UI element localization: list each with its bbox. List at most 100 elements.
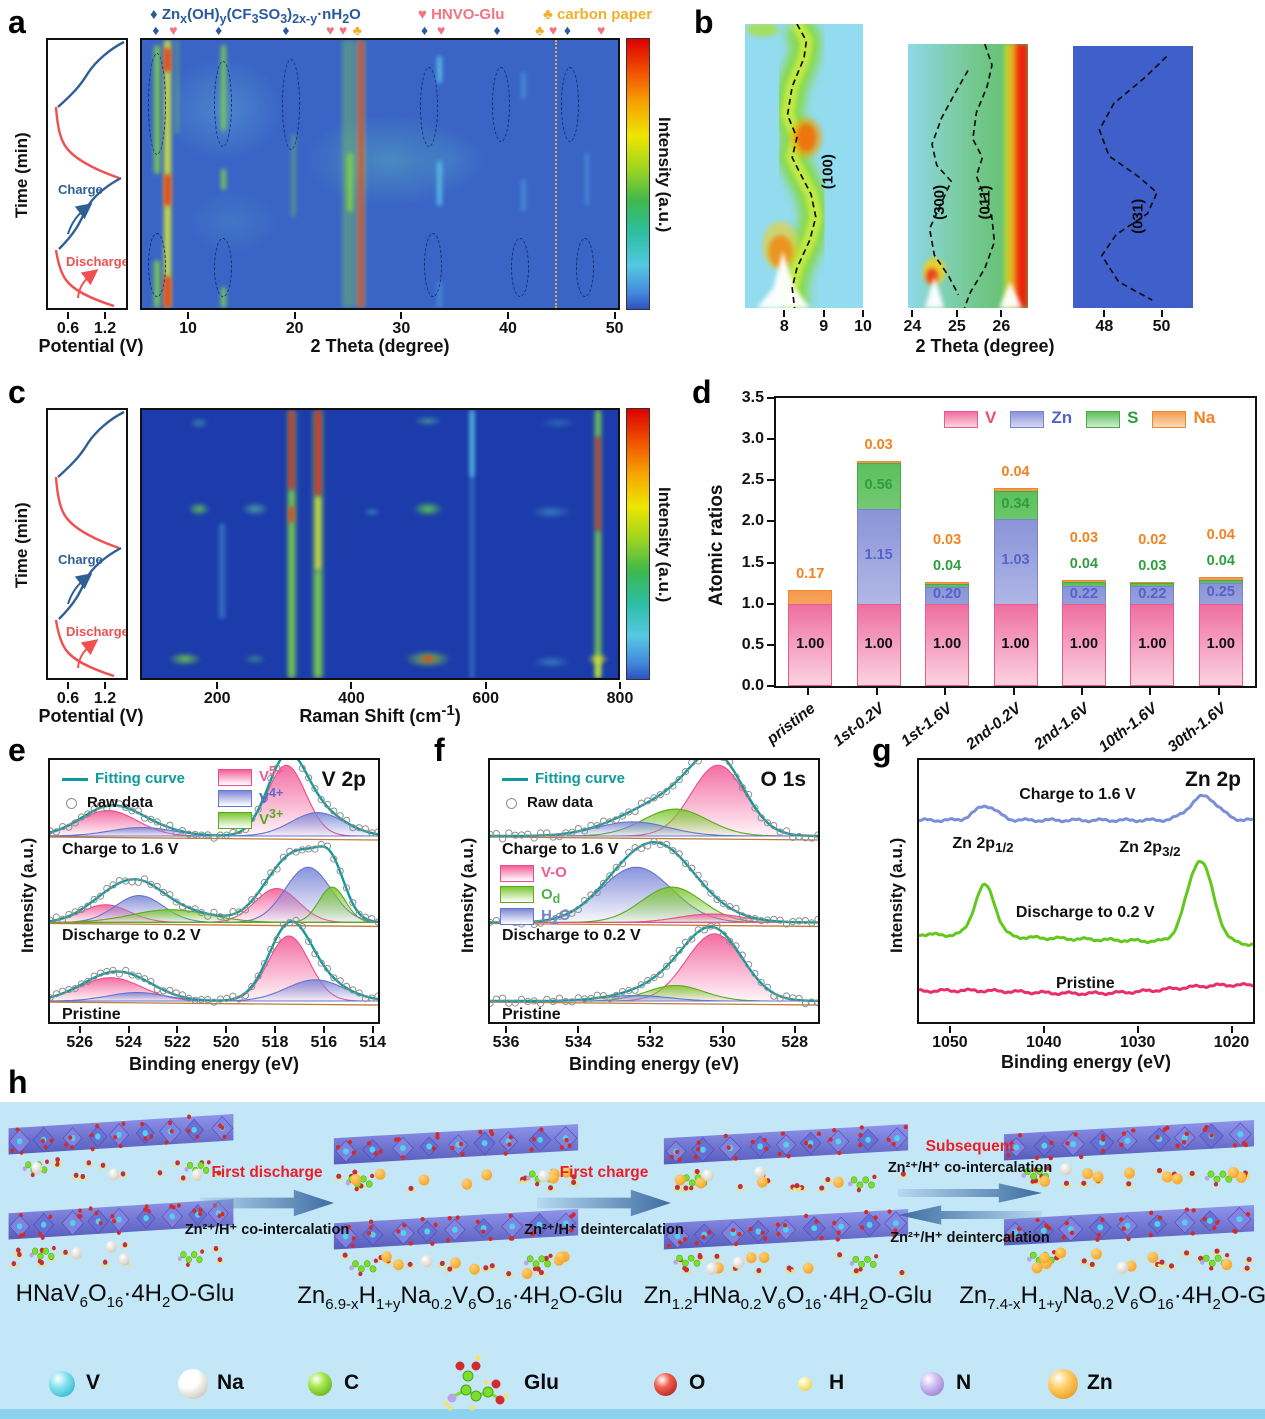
water-molecule xyxy=(53,1156,62,1165)
raw-data-point xyxy=(59,915,67,923)
circle-el xyxy=(17,1251,22,1258)
raw-data-point xyxy=(745,790,753,799)
glutamate-molecule xyxy=(349,1258,379,1277)
axis-tick xyxy=(322,1026,325,1033)
circle-el xyxy=(1162,1127,1167,1132)
raw-data-point xyxy=(96,801,105,809)
zinc-ion xyxy=(745,1252,757,1264)
zinc-ion xyxy=(461,1178,473,1190)
panel-e-label: e xyxy=(8,732,26,768)
circle-el xyxy=(1175,1143,1180,1148)
axis-tick xyxy=(78,1026,81,1033)
raw-data-point xyxy=(593,888,601,896)
circle-el xyxy=(369,1231,376,1238)
raw-data-point xyxy=(694,871,702,880)
x-axis-tick xyxy=(1080,688,1083,695)
heatmap-glow xyxy=(403,120,499,201)
circle-el xyxy=(396,1229,401,1234)
xrd-zoom-heatmap: (031) xyxy=(1073,46,1193,308)
raw-data-point xyxy=(141,975,149,983)
discharge-label: Discharge xyxy=(66,254,128,269)
water-molecule xyxy=(212,1245,221,1253)
sup-el: 5+ xyxy=(269,764,284,778)
zinc-ion xyxy=(1039,1252,1051,1264)
circle-el xyxy=(1100,1134,1106,1139)
glutamate-molecule xyxy=(1199,1252,1230,1271)
raw-data-point xyxy=(637,799,645,807)
x-axis-tick xyxy=(875,688,878,695)
raw-data-point xyxy=(178,827,187,835)
circle-el xyxy=(782,1226,789,1233)
raw-data-point xyxy=(323,842,332,850)
y-axis-tick xyxy=(767,685,774,687)
component-legend-row: V4+ xyxy=(218,786,283,808)
axis-label: Binding energy (eV) xyxy=(1000,1052,1171,1072)
raw-data-point xyxy=(732,942,740,950)
circle-el xyxy=(828,1137,833,1142)
sub-el: 2 xyxy=(550,1295,559,1313)
time-axis-label-a: Time (min) xyxy=(12,132,31,218)
circle-el xyxy=(1157,1263,1161,1267)
circle-el xyxy=(213,1245,219,1252)
raw-data-point xyxy=(109,881,117,889)
y-axis-tick-label: 3.5 xyxy=(741,389,764,406)
axis-tick-label: 26 xyxy=(992,318,1011,335)
circle-el xyxy=(1024,1167,1032,1175)
raw-data-point xyxy=(669,847,677,855)
circle-el xyxy=(575,1177,579,1181)
heatmap-streak xyxy=(289,506,295,523)
axis-tick xyxy=(948,1026,951,1033)
raw-data-point xyxy=(122,966,130,974)
intensity-label-e: Intensity (a.u.) xyxy=(18,837,37,953)
path-el xyxy=(54,619,115,678)
legend-swatch-zn xyxy=(1010,410,1045,428)
water-molecule xyxy=(1167,1263,1177,1271)
circle-el xyxy=(1246,1176,1250,1180)
circle-el xyxy=(48,1214,53,1219)
circle-el xyxy=(445,1270,449,1274)
circle-el xyxy=(688,1179,696,1187)
circle-el xyxy=(1214,1248,1220,1254)
circle-el xyxy=(853,1268,859,1274)
raw-data-point xyxy=(530,997,538,1005)
raw-data-point xyxy=(342,816,351,824)
circle-el xyxy=(482,1386,494,1398)
circle-el xyxy=(1085,1184,1089,1188)
raw-data-point xyxy=(65,823,73,831)
water-molecule xyxy=(99,1162,108,1170)
transition-title: Subsequent xyxy=(925,1138,1015,1155)
circle-el xyxy=(1051,1249,1057,1255)
circle-el xyxy=(119,1175,122,1179)
circle-el xyxy=(1155,1172,1158,1175)
circle-el xyxy=(696,1147,701,1152)
raw-data-point xyxy=(574,905,582,914)
component-legend: V5+ V4+ V3+ xyxy=(218,765,283,833)
circle-el xyxy=(495,1395,505,1405)
circle-el xyxy=(852,1272,855,1276)
component-legend-row: V5+ xyxy=(218,765,283,786)
bar-value-label: 0.25 xyxy=(1206,584,1235,601)
span-el: Na xyxy=(1152,408,1229,428)
circle-el xyxy=(366,1141,372,1146)
heatmap-streak xyxy=(289,490,295,678)
bar-s-outside-label: 0.04 xyxy=(932,557,962,574)
raw-data-point xyxy=(669,954,677,963)
circle-el xyxy=(37,1252,44,1260)
heatmap-streak xyxy=(436,56,442,83)
sub-el: 3/2 xyxy=(1162,843,1181,859)
raw-data-point xyxy=(134,878,142,886)
axis-tick-label: 534 xyxy=(564,1034,592,1051)
legend-label-s: S xyxy=(1127,408,1139,427)
circle-el xyxy=(835,1237,840,1242)
circle-el xyxy=(349,1265,354,1271)
raw-data-point xyxy=(738,784,746,792)
raw-data-point xyxy=(549,997,557,1005)
circle-el xyxy=(900,1171,906,1177)
circle-el xyxy=(755,1228,762,1235)
circle-el xyxy=(893,1228,898,1233)
circle-el xyxy=(1206,1217,1213,1224)
water-molecule xyxy=(61,1249,70,1257)
circle-el xyxy=(677,1157,682,1162)
circle-el xyxy=(354,1186,359,1192)
heart-marker-icon: ♥ xyxy=(549,22,558,38)
